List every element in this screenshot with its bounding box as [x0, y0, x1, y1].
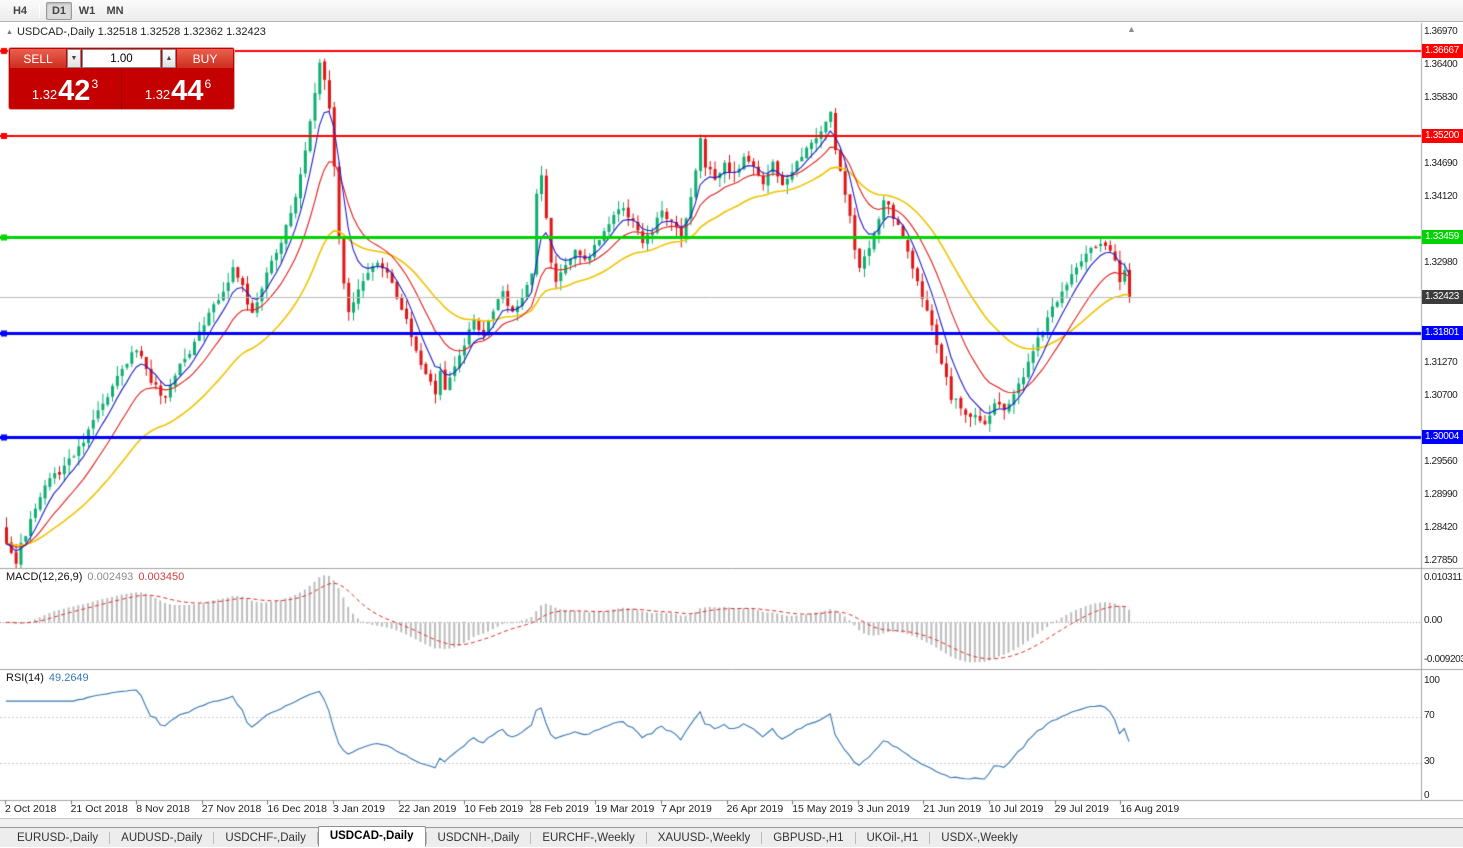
chart-tab-eurchf-weekly[interactable]: EURCHF-,Weekly — [531, 828, 645, 848]
macd-name: MACD(12,26,9) — [6, 571, 82, 583]
rsi-indicator-label: RSI(14) 49.2649 — [6, 672, 89, 684]
date-axis-label: 8 Nov 2018 — [136, 803, 190, 815]
macd-scale-label: -0.009203 — [1424, 654, 1463, 665]
date-axis-label: 26 Apr 2019 — [727, 803, 784, 815]
date-axis-label: 2 Oct 2018 — [5, 803, 56, 815]
price-scale-tick: 1.28990 — [1424, 489, 1457, 500]
price-level-badge[interactable]: 1.36667 — [1422, 44, 1463, 58]
timeframe-button-w1[interactable]: W1 — [74, 2, 100, 20]
volume-input[interactable] — [82, 49, 161, 68]
date-axis-label: 21 Jun 2019 — [923, 803, 981, 815]
bid-prefix: 1.32 — [32, 87, 57, 102]
price-scale-tick: 1.28420 — [1424, 522, 1457, 533]
horizontal-scrollbar[interactable] — [0, 818, 1463, 827]
ask-prefix: 1.32 — [145, 87, 170, 102]
price-level-badge[interactable]: 1.31801 — [1422, 326, 1463, 340]
date-axis-label: 16 Aug 2019 — [1120, 803, 1179, 815]
rsi-scale-label: 0 — [1424, 790, 1429, 801]
chart-tab-xauusd-weekly[interactable]: XAUUSD-,Weekly — [647, 828, 761, 848]
date-axis-label: 21 Oct 2018 — [71, 803, 128, 815]
chart-shift-icon[interactable]: ▲ — [1127, 24, 1136, 34]
date-axis-label: 15 May 2019 — [792, 803, 853, 815]
macd-scale-label: 0.010311 — [1424, 572, 1462, 583]
chart-tab-ukoil-h1[interactable]: UKOil-,H1 — [856, 828, 930, 848]
date-axis-label: 29 Jul 2019 — [1055, 803, 1109, 815]
date-axis-label: 19 Mar 2019 — [595, 803, 654, 815]
price-scale-tick: 1.32980 — [1424, 257, 1457, 268]
price-scale-tick: 1.34690 — [1424, 158, 1457, 169]
oneclick-collapse-icon[interactable]: ▲ — [6, 29, 13, 36]
volume-increment-button[interactable]: ▲ — [162, 49, 176, 68]
rsi-scale-label: 30 — [1424, 756, 1434, 767]
chart-tab-usdcad-daily[interactable]: USDCAD-,Daily — [318, 826, 426, 847]
price-level-badge[interactable]: 1.35200 — [1422, 129, 1463, 143]
rsi-scale-label: 70 — [1424, 710, 1434, 721]
price-scale-tick: 1.34120 — [1424, 191, 1457, 202]
trade-panel-controls: SELL ▼ ▲ BUY — [9, 48, 234, 69]
bid-pipette: 3 — [91, 77, 98, 91]
date-axis-label: 28 Feb 2019 — [530, 803, 589, 815]
rsi-name: RSI(14) — [6, 672, 44, 684]
chart-tab-usdcnh-daily[interactable]: USDCNH-,Daily — [427, 828, 531, 848]
buy-button[interactable]: BUY — [177, 49, 233, 68]
ask-pipette: 6 — [204, 77, 211, 91]
toolbar-separator — [39, 4, 40, 18]
macd-signal-value: 0.003450 — [138, 571, 184, 583]
price-scale-tick: 1.35830 — [1424, 92, 1457, 103]
chart-tab-gbpusd-h1[interactable]: GBPUSD-,H1 — [762, 828, 854, 848]
date-axis-label: 22 Jan 2019 — [399, 803, 457, 815]
price-level-badge[interactable]: 1.33459 — [1422, 230, 1463, 244]
rsi-scale-label: 100 — [1424, 675, 1440, 686]
price-scale-tick: 1.27850 — [1424, 555, 1457, 566]
sell-button[interactable]: SELL — [10, 49, 66, 68]
date-axis-label: 7 Apr 2019 — [661, 803, 712, 815]
timeframe-button-mn[interactable]: MN — [102, 2, 128, 20]
price-scale-tick: 1.36970 — [1424, 26, 1457, 37]
timeframe-button-d1[interactable]: D1 — [46, 2, 72, 20]
price-scale-tick: 1.36400 — [1424, 59, 1457, 70]
timeframe-button-h4[interactable]: H4 — [7, 2, 33, 20]
date-axis-label: 10 Feb 2019 — [464, 803, 523, 815]
current-price-badge: 1.32423 — [1422, 290, 1463, 304]
ohlc-text: USDCAD-,Daily 1.32518 1.32528 1.32362 1.… — [17, 26, 266, 38]
chart-ohlc-header: ▲ USDCAD-,Daily 1.32518 1.32528 1.32362 1… — [6, 26, 266, 38]
price-scale-tick: 1.30700 — [1424, 390, 1457, 401]
chart-tab-usdx-weekly[interactable]: USDX-,Weekly — [930, 828, 1028, 848]
volume-decrement-button[interactable]: ▼ — [67, 49, 81, 68]
date-axis-label: 10 Jul 2019 — [989, 803, 1043, 815]
date-axis-label: 16 Dec 2018 — [267, 803, 327, 815]
macd-indicator-label: MACD(12,26,9) 0.002493 0.003450 — [6, 571, 184, 583]
bid-big-digits: 42 — [58, 77, 90, 106]
price-scale-tick: 1.31270 — [1424, 357, 1457, 368]
chart-tab-audusd-daily[interactable]: AUDUSD-,Daily — [110, 828, 213, 848]
macd-main-value: 0.002493 — [87, 571, 133, 583]
date-axis-label: 3 Jun 2019 — [858, 803, 910, 815]
price-level-badge[interactable]: 1.30004 — [1422, 430, 1463, 444]
macd-scale-label: 0.00 — [1424, 615, 1442, 626]
chart-tab-usdchf-daily[interactable]: USDCHF-,Daily — [214, 828, 317, 848]
price-scale-tick: 1.29560 — [1424, 456, 1457, 467]
rsi-value: 49.2649 — [49, 672, 89, 684]
date-axis-label: 27 Nov 2018 — [202, 803, 262, 815]
chart-tab-eurusd-daily[interactable]: EURUSD-,Daily — [6, 828, 109, 848]
ask-big-digits: 44 — [171, 77, 203, 106]
date-axis-label: 3 Jan 2019 — [333, 803, 385, 815]
